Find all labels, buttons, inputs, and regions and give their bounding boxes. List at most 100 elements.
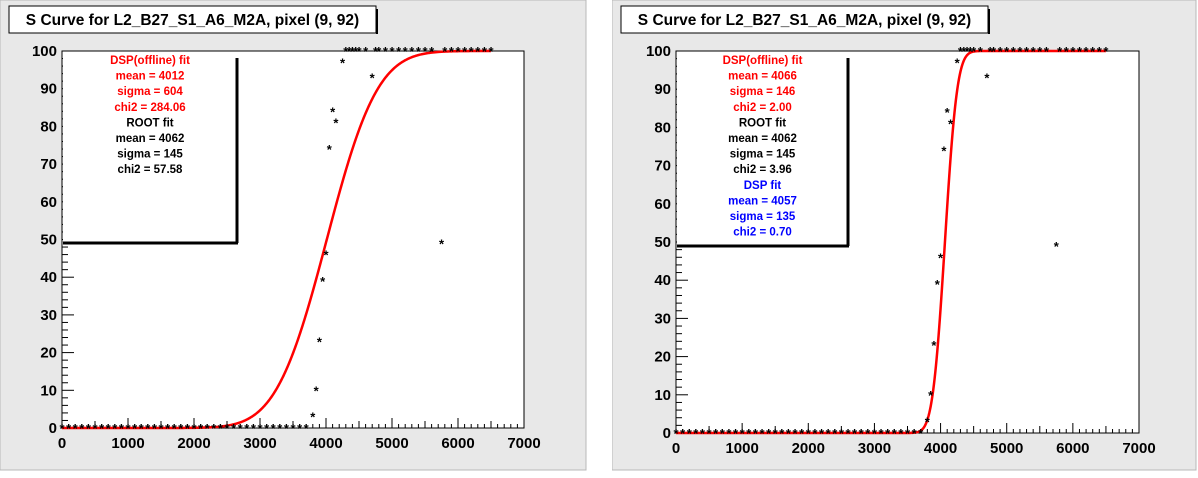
data-point: * (409, 44, 415, 59)
data-point: * (343, 44, 349, 59)
data-point: * (373, 44, 379, 59)
data-point: * (99, 421, 105, 436)
data-point: * (958, 44, 964, 59)
data-point: * (759, 426, 765, 441)
data-point: * (59, 421, 65, 436)
data-point: * (991, 44, 997, 59)
y-tick-label: 40 (40, 269, 57, 286)
x-tick-label: 6000 (1056, 440, 1089, 457)
data-point: * (806, 426, 812, 441)
data-point: * (231, 421, 237, 436)
data-point: * (1103, 44, 1109, 59)
data-point: * (753, 426, 759, 441)
data-point: * (1084, 44, 1090, 59)
y-tick-label: 80 (654, 119, 671, 136)
data-point: * (1024, 44, 1030, 59)
data-point: * (356, 44, 362, 59)
data-point: * (462, 44, 468, 59)
data-point: * (1044, 44, 1050, 59)
x-tick-label: 1000 (111, 435, 144, 452)
chart-title: S Curve for L2_B27_S1_A6_M2A, pixel (9, … (26, 12, 359, 29)
stats-line: mean = 4012 (116, 71, 185, 83)
stats-line: sigma = 135 (730, 211, 796, 223)
y-tick-label: 30 (654, 310, 671, 327)
data-point: * (132, 421, 138, 436)
x-tick-label: 6000 (441, 435, 474, 452)
stats-line: sigma = 145 (730, 149, 796, 161)
stats-line: ROOT fit (739, 117, 786, 129)
data-point: * (826, 426, 832, 441)
data-point: * (1054, 239, 1060, 254)
data-point: * (125, 421, 131, 436)
stats-box (63, 52, 237, 243)
data-point: * (178, 421, 184, 436)
data-point: * (865, 426, 871, 441)
x-tick-label: 2000 (792, 440, 825, 457)
data-point: * (673, 426, 679, 441)
data-point: * (66, 421, 72, 436)
data-point: * (205, 421, 211, 436)
stats-line: mean = 4057 (728, 195, 797, 207)
stats-line: chi2 = 57.58 (118, 164, 183, 176)
data-point: * (238, 421, 244, 436)
data-point: * (92, 421, 98, 436)
s-curve-chart-right: 0 1000 2000 3000 4000 5000 6000 7000 0 10 20 30 40 50… (612, 0, 1197, 471)
data-point: * (353, 44, 359, 59)
title-box (8, 5, 377, 34)
data-point: * (713, 426, 719, 441)
data-point: * (852, 426, 858, 441)
data-point: * (304, 421, 310, 436)
y-tick-label: 60 (40, 194, 57, 211)
data-point: * (422, 44, 428, 59)
data-point: * (799, 426, 805, 441)
data-point: * (310, 410, 316, 425)
stats-line: mean = 4062 (728, 133, 797, 145)
data-point: * (941, 143, 947, 158)
data-point: * (1070, 44, 1076, 59)
data-point: * (218, 421, 224, 436)
stats-line: mean = 4066 (728, 71, 797, 83)
data-point: * (158, 421, 164, 436)
data-point: * (892, 426, 898, 441)
data-point: * (455, 44, 461, 59)
data-point: * (766, 426, 772, 441)
data-point: * (812, 426, 818, 441)
x-tick-label: 4000 (309, 435, 342, 452)
data-point: * (726, 426, 732, 441)
data-point: * (403, 44, 409, 59)
stats-line: mean = 4062 (116, 133, 185, 145)
data-point: * (347, 44, 353, 59)
data-point: * (961, 44, 967, 59)
data-point: * (363, 44, 369, 59)
data-point: * (1004, 44, 1010, 59)
data-point: * (152, 421, 158, 436)
y-tick-label: 40 (654, 272, 671, 289)
data-point: * (1090, 44, 1096, 59)
data-point: * (707, 426, 713, 441)
data-point: * (314, 383, 320, 398)
chart-panel-right: 0 1000 2000 3000 4000 5000 6000 7000 0 10 20 30 40 50… (612, 0, 1198, 478)
data-point: * (988, 44, 994, 59)
data-point: * (925, 415, 931, 430)
stats-line: DSP fit (744, 180, 782, 192)
data-point: * (251, 421, 257, 436)
x-tick-label: 3000 (243, 435, 276, 452)
y-tick-label: 90 (654, 81, 671, 98)
data-point: * (819, 426, 825, 441)
data-point: * (793, 426, 799, 441)
data-point: * (928, 388, 934, 403)
data-point: * (257, 421, 263, 436)
stats-line: sigma = 145 (117, 149, 183, 161)
data-point: * (968, 44, 974, 59)
y-tick-label: 20 (654, 349, 671, 366)
data-point: * (271, 421, 277, 436)
x-tick-label: 0 (58, 435, 66, 452)
data-point: * (317, 334, 323, 349)
stats-line: sigma = 604 (117, 86, 183, 98)
data-point: * (680, 426, 686, 441)
stats-line: DSP(offline) fit (723, 55, 803, 67)
stats-line: ROOT fit (126, 117, 173, 129)
y-tick-label: 50 (654, 234, 671, 251)
y-tick-label: 20 (40, 345, 57, 362)
stats-line: sigma = 146 (730, 86, 796, 98)
